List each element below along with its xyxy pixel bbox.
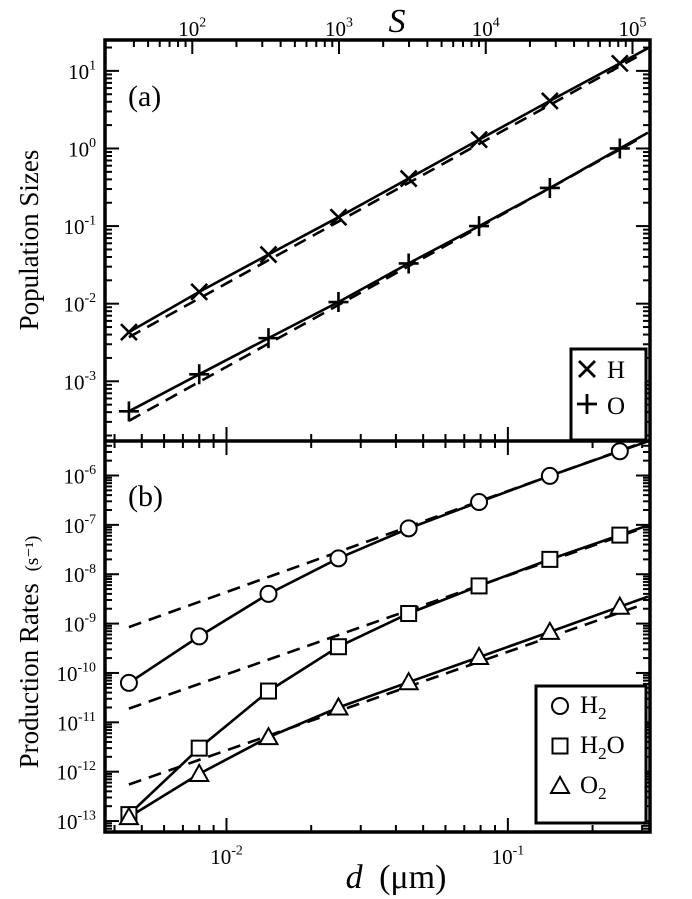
point-h2: [119, 673, 138, 692]
legend-b-entry-h2o: H2O: [580, 732, 625, 763]
point-o: [189, 364, 210, 385]
y-tick-label: 10-7: [63, 511, 96, 537]
point-o2: [397, 671, 420, 691]
y-tick-label: 10-10: [57, 660, 97, 686]
x-axis-label-var: d: [346, 859, 364, 896]
point-h2: [190, 627, 209, 646]
x-tick-label: 10-1: [492, 843, 525, 869]
series-line-h: [128, 47, 649, 334]
y-tick-label: 10-1: [63, 213, 96, 239]
y-tick-label: 10-9: [63, 610, 96, 636]
dashed-fit-line: [128, 441, 643, 629]
point-h: [610, 54, 629, 73]
y-tick-label: 10-8: [63, 561, 96, 587]
panel-b-label: (b): [128, 480, 163, 513]
point-o: [609, 138, 630, 159]
y-tick-label: 10-13: [57, 808, 97, 834]
legend-a-entry-o: O: [607, 393, 625, 420]
point-o: [469, 216, 490, 237]
legend-b: H2 H2O O2: [534, 684, 648, 825]
y-tick-label: 101: [68, 57, 96, 83]
point-o2: [118, 806, 140, 826]
point-h2o: [470, 577, 488, 595]
y-axis-label-b-unit: (s⁻¹): [22, 536, 43, 572]
top-tick-label: 104: [472, 15, 500, 41]
legend-b-entry-o2: O2: [580, 772, 607, 803]
point-o2: [188, 762, 210, 782]
point-o2: [327, 696, 350, 716]
point-o2: [257, 726, 280, 746]
point-h2: [540, 466, 559, 485]
legend-marker-square: [551, 737, 569, 755]
x-tick-label: 10-2: [210, 843, 243, 869]
legend-marker-x: [578, 360, 596, 378]
series-line-h2: [128, 440, 649, 684]
point-h2: [470, 493, 489, 512]
y-tick-label: 100: [68, 135, 96, 161]
y-tick-label: 10-3: [63, 368, 96, 394]
point-h2: [610, 442, 629, 461]
legend-b-entry-h2o-label: H: [580, 732, 598, 759]
point-h: [399, 169, 418, 188]
legend-b-markers: [549, 697, 571, 794]
point-h2o: [329, 638, 347, 656]
y-tick-label: 10-11: [57, 709, 96, 735]
legend-marker-circle: [551, 697, 569, 715]
point-h2o: [400, 605, 418, 623]
panel-a-label: (a): [128, 80, 161, 113]
legend-b-entry-h2o-sub: 2: [598, 744, 607, 763]
legend-a: H O: [569, 347, 648, 442]
legend-a-entry-h: H: [607, 357, 625, 384]
x-axis-label-unit: (μm): [379, 859, 446, 896]
y-axis-label-b: Production Rates (s⁻¹): [14, 536, 44, 769]
x-axis-label: d (μm): [346, 859, 447, 896]
point-o: [258, 328, 279, 349]
point-h: [540, 92, 559, 110]
top-tick-label: 102: [178, 15, 206, 41]
point-o: [118, 401, 139, 422]
point-h2o: [541, 550, 559, 568]
point-o2: [539, 620, 561, 640]
legend-b-entry-h2-label: H: [580, 692, 598, 719]
point-o2: [468, 646, 490, 666]
y-tick-label: 10-12: [57, 758, 97, 784]
point-o: [539, 177, 560, 198]
legend-b-entry-h2-sub: 2: [598, 704, 607, 723]
point-o: [398, 253, 419, 274]
top-tick-label: 103: [325, 15, 353, 41]
point-h: [190, 282, 209, 301]
dashed-fit-line: [128, 52, 643, 339]
point-h2: [399, 519, 418, 538]
legend-marker-triangle: [549, 774, 571, 794]
legend-b-entry-o2-sub: 2: [598, 784, 607, 803]
legend-b-entry-o2-label: O: [580, 772, 598, 799]
point-h: [470, 130, 488, 149]
y-tick-label: 10-2: [63, 290, 96, 316]
y-axis-label-a: Population Sizes: [14, 150, 44, 331]
top-axis-label: S: [389, 3, 406, 40]
point-h2o: [259, 682, 277, 700]
point-h2o: [611, 526, 629, 544]
legend-marker-plus: [577, 394, 597, 414]
point-h2o: [190, 739, 208, 757]
y-axis-label-b-main: Production Rates: [14, 583, 44, 768]
data-markers: [118, 54, 631, 826]
point-h: [259, 245, 278, 264]
point-h2: [259, 584, 278, 603]
dashed-fit-lines: [128, 52, 643, 786]
legend-b-entry-h2: H2: [580, 692, 607, 723]
point-h: [120, 323, 138, 342]
point-h2: [329, 549, 348, 568]
legend-a-markers: [577, 360, 597, 414]
top-tick-label: 105: [619, 15, 647, 41]
y-tick-label: 10-6: [63, 462, 96, 488]
point-o2: [609, 595, 631, 615]
point-h: [329, 208, 348, 227]
legend-b-entry-h2o-rest: O: [607, 732, 625, 759]
point-o: [328, 292, 349, 313]
